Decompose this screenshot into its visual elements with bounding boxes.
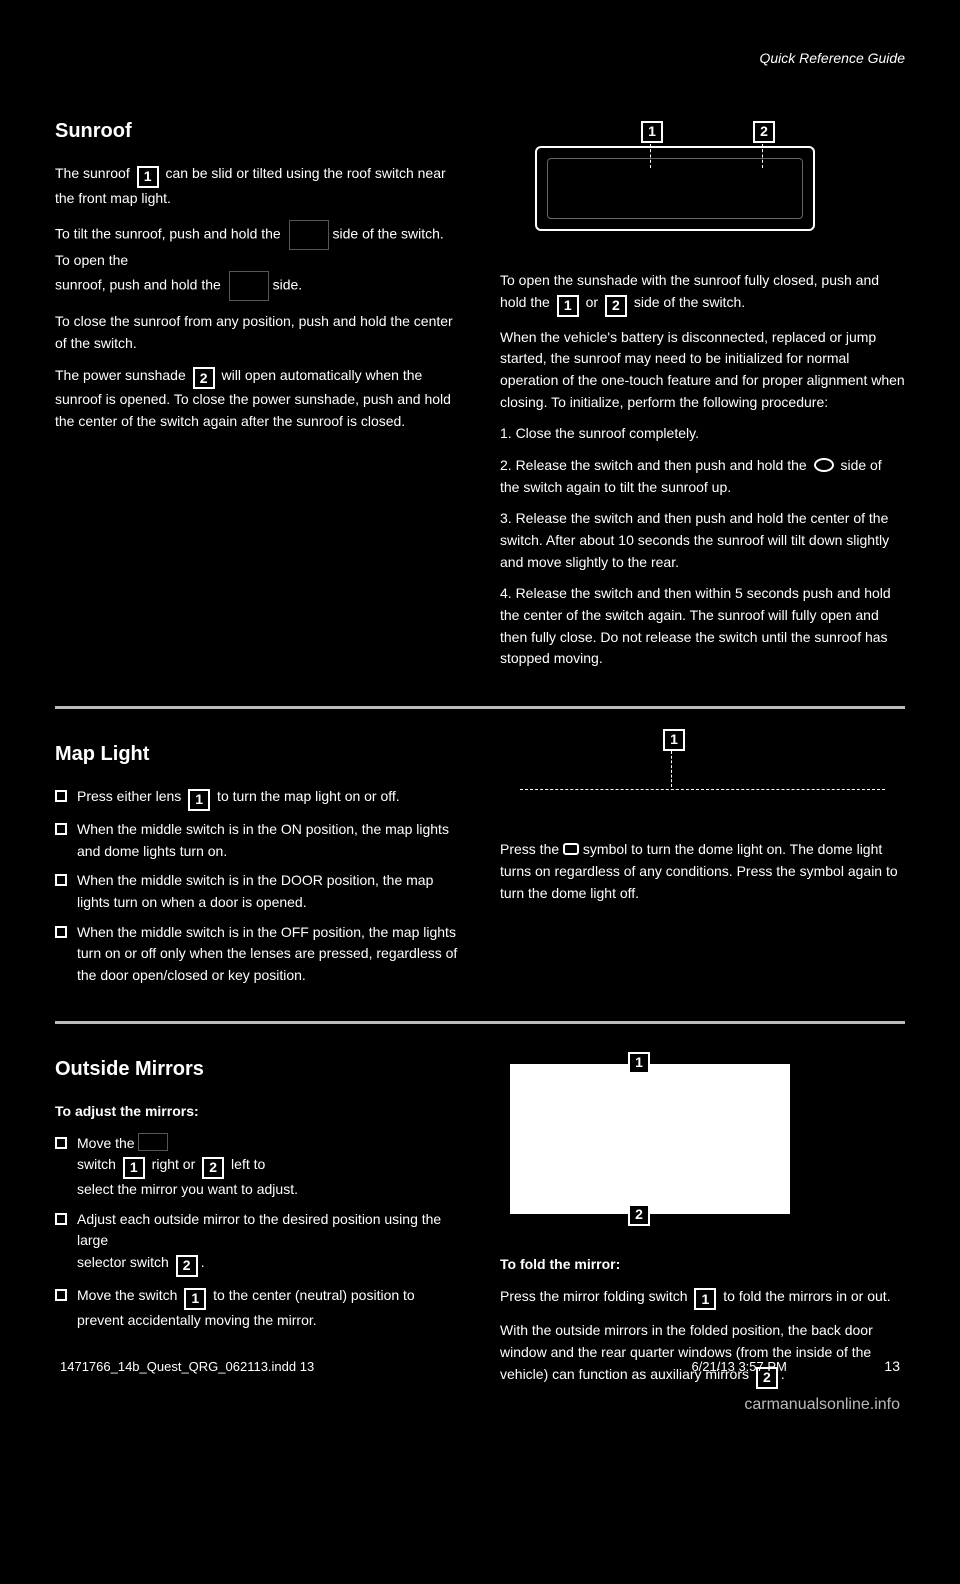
bullet-icon bbox=[55, 1289, 67, 1301]
diagram-num-1-icon: 1 bbox=[663, 729, 685, 751]
mirrors-r2: With the outside mirrors in the folded p… bbox=[500, 1320, 905, 1388]
bullet-icon bbox=[55, 874, 67, 886]
sunroof-step1: 1. Close the sunroof completely. bbox=[500, 423, 905, 445]
sunroof-step3: 3. Release the switch and then push and … bbox=[500, 508, 905, 573]
mirrors-l3: Move the switch 1 to the center (neutral… bbox=[55, 1285, 460, 1332]
sunroof-p1: The sunroof 1 can be slid or tilted usin… bbox=[55, 163, 460, 210]
numbox-1-icon: 1 bbox=[188, 789, 210, 811]
numbox-2-icon: 2 bbox=[605, 295, 627, 317]
maplight-section: Map Light Press either lens 1 to turn th… bbox=[55, 729, 905, 995]
sunroof-step2: 2. Release the switch and then push and … bbox=[500, 455, 905, 498]
switch-sketch-icon bbox=[229, 271, 269, 301]
diagram-num-2-icon: 2 bbox=[628, 1204, 650, 1226]
bullet-icon bbox=[55, 1137, 67, 1149]
divider bbox=[55, 1021, 905, 1024]
mirrors-bold1: To adjust the mirrors: bbox=[55, 1101, 460, 1123]
rotate-icon bbox=[814, 458, 834, 472]
maplight-right: Press the symbol to turn the dome light … bbox=[500, 839, 905, 904]
sunroof-right-p2: When the vehicle's battery is disconnect… bbox=[500, 327, 905, 414]
footer-left: 1471766_14b_Quest_QRG_062113.indd 13 6/2… bbox=[60, 1359, 787, 1374]
mirror-diagram: 1 2 bbox=[500, 1044, 905, 1254]
sunroof-p3: To close the sunroof from any position, … bbox=[55, 311, 460, 354]
maplight-diagram: 1 bbox=[500, 729, 905, 839]
bullet-icon bbox=[55, 790, 67, 802]
mirrors-l2: Adjust each outside mirror to the desire… bbox=[55, 1209, 460, 1277]
numbox-1-icon: 1 bbox=[123, 1157, 145, 1179]
page-number: 13 bbox=[884, 1358, 900, 1374]
mirror-switch-sketch-icon bbox=[138, 1133, 168, 1151]
maplight-b3: When the middle switch is in the DOOR po… bbox=[55, 870, 460, 913]
sunroof-p4: The power sunshade 2 will open automatic… bbox=[55, 365, 460, 433]
mirrors-l1: Move the switch 1 right or 2 left to sel… bbox=[55, 1133, 460, 1201]
diagram-num-1-icon: 1 bbox=[628, 1052, 650, 1074]
numbox-1-icon: 1 bbox=[557, 295, 579, 317]
sunroof-section: Sunroof The sunroof 1 can be slid or til… bbox=[55, 106, 905, 680]
maplight-title: Map Light bbox=[55, 739, 460, 770]
bullet-icon bbox=[55, 926, 67, 938]
numbox-2-icon: 2 bbox=[193, 367, 215, 389]
maplight-b4: When the middle switch is in the OFF pos… bbox=[55, 922, 460, 987]
mirrors-title: Outside Mirrors bbox=[55, 1054, 460, 1085]
sunroof-p2: To tilt the sunroof, push and hold the s… bbox=[55, 220, 460, 302]
numbox-2-icon: 2 bbox=[202, 1157, 224, 1179]
numbox-2-icon: 2 bbox=[176, 1255, 198, 1277]
mirrors-section: Outside Mirrors To adjust the mirrors: M… bbox=[55, 1044, 905, 1399]
mirrors-r-bold: To fold the mirror: bbox=[500, 1254, 905, 1276]
sunroof-step4: 4. Release the switch and then within 5 … bbox=[500, 583, 905, 670]
sunroof-diagram: 1 2 bbox=[500, 106, 905, 256]
watermark: carmanualsonline.info bbox=[744, 1396, 900, 1414]
numbox-1-icon: 1 bbox=[184, 1288, 206, 1310]
maplight-b2: When the middle switch is in the ON posi… bbox=[55, 819, 460, 862]
bullet-icon bbox=[55, 1213, 67, 1225]
numbox-1-icon: 1 bbox=[137, 166, 159, 188]
switch-sketch-icon bbox=[289, 220, 329, 250]
diagram-num-1-icon: 1 bbox=[641, 121, 663, 143]
mirrors-r1: Press the mirror folding switch 1 to fol… bbox=[500, 1286, 905, 1311]
dome-icon bbox=[563, 843, 579, 855]
maplight-b1: Press either lens 1 to turn the map ligh… bbox=[55, 786, 460, 811]
page-header: Quick Reference Guide bbox=[55, 50, 905, 66]
numbox-1-icon: 1 bbox=[694, 1288, 716, 1310]
divider bbox=[55, 706, 905, 709]
diagram-num-2-icon: 2 bbox=[753, 121, 775, 143]
sunroof-title: Sunroof bbox=[55, 116, 460, 147]
sunroof-right-p1: To open the sunshade with the sunroof fu… bbox=[500, 270, 905, 317]
bullet-icon bbox=[55, 823, 67, 835]
